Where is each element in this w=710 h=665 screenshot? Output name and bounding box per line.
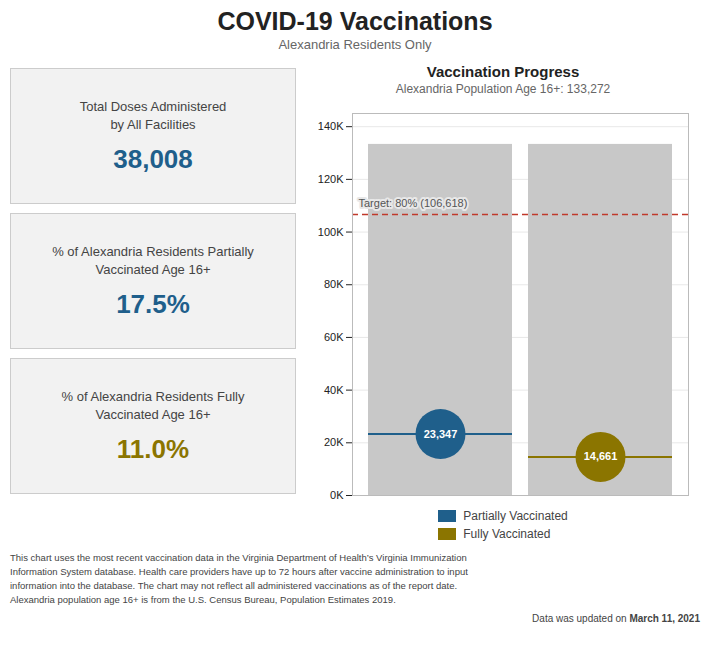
svg-text:40K: 40K: [324, 384, 344, 396]
svg-text:100K: 100K: [318, 226, 344, 238]
html-text:% of Alexandria Residents Part: % of Alexandria Residents Partially: [52, 243, 254, 259]
html-text:Vaccinated Age 16+: Vaccinated Age 16+: [95, 261, 211, 277]
svg-text:140K: 140K: [318, 120, 344, 132]
svg-text:14,661: 14,661: [584, 450, 618, 462]
svg-text:120K: 120K: [318, 173, 344, 185]
html-text:11.0%: 11.0%: [116, 433, 190, 464]
html-text:Data was updated on March 11,: Data was updated on March 11, 2021: [532, 613, 700, 624]
svg-text:23,347: 23,347: [424, 428, 458, 440]
svg-text:0K: 0K: [330, 489, 344, 501]
html-text:Alexandria Residents Only: Alexandria Residents Only: [278, 37, 432, 52]
html-text:% of Alexandria Residents Full: % of Alexandria Residents Fully: [61, 388, 245, 404]
html-text:Total Doses Administered: Total Doses Administered: [79, 98, 227, 114]
html-text:Partially Vaccinated: Partially Vaccinated: [463, 509, 568, 523]
svg-text:Target: 80% (106,618): Target: 80% (106,618): [359, 197, 468, 209]
svg-text:60K: 60K: [324, 331, 344, 343]
html-text:17.5%: 17.5%: [116, 288, 190, 319]
html-text:by All Facilities: by All Facilities: [110, 116, 196, 132]
html-text:Fully Vaccinated: Fully Vaccinated: [463, 527, 551, 541]
html-text:Vaccinated Age 16+: Vaccinated Age 16+: [95, 406, 211, 422]
svg-text:80K: 80K: [324, 278, 344, 290]
html-text:38,008: 38,008: [113, 143, 193, 174]
html-text:Alexandria Population Age 16+:: Alexandria Population Age 16+: 133,272: [395, 82, 611, 96]
html-text:COVID-19 Vaccinations: COVID-19 Vaccinations: [217, 7, 493, 35]
html-text:This chart uses the most recen: This chart uses the most recent vaccinat…: [10, 552, 468, 605]
svg-text:20K: 20K: [324, 436, 344, 448]
html-text:Vaccination Progress: Vaccination Progress: [426, 63, 580, 80]
